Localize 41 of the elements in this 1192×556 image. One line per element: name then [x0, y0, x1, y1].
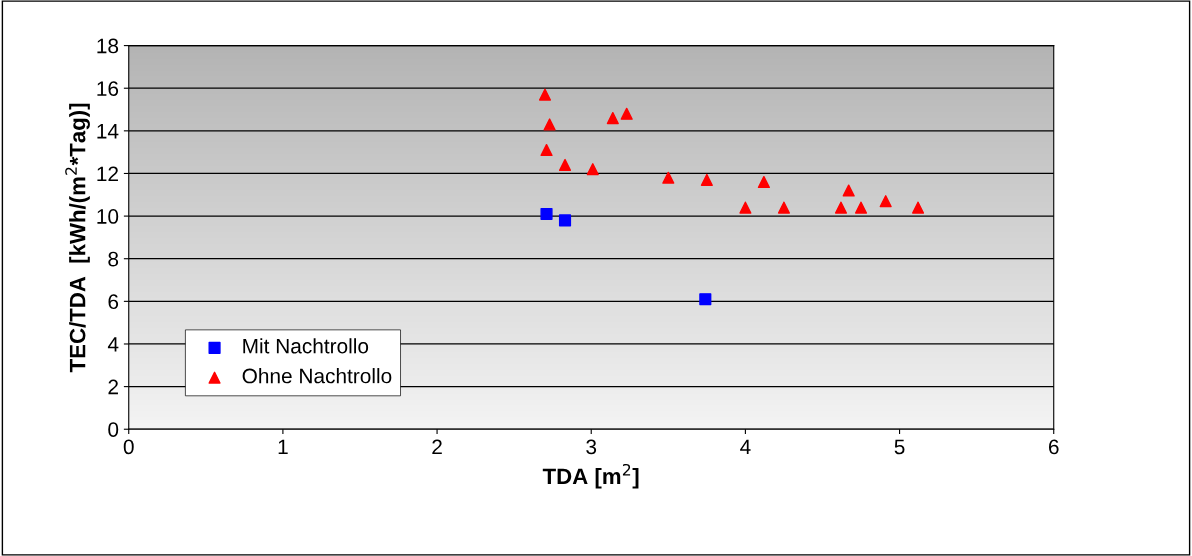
point [834, 201, 848, 214]
x-tick-label: 4 [740, 439, 751, 455]
point [911, 201, 925, 214]
x-tick-label: 0 [123, 439, 134, 455]
point [606, 111, 619, 125]
y-tick-label: 8 [108, 251, 119, 267]
y-axis-title: TEC/TDA [kWh/(m$^{2}$*Tag)] [65, 103, 90, 373]
point [662, 171, 675, 184]
y-tick-label: 2 [108, 379, 118, 395]
y-tick-label: 6 [108, 294, 119, 310]
legend-label: Ohne Nachtrollo [242, 368, 392, 384]
point [777, 201, 791, 214]
point [558, 214, 572, 227]
point [854, 201, 868, 214]
y-tick-label: 14 [97, 124, 119, 139]
point [699, 293, 712, 306]
point [540, 143, 553, 157]
point [700, 173, 713, 186]
y-tick-label: 4 [107, 337, 119, 352]
point [842, 184, 855, 197]
x-tick-label: 2 [432, 439, 442, 455]
x-tick-label: 3 [586, 439, 597, 455]
y-tick-label: 12 [97, 166, 118, 182]
y-tick-label: 16 [97, 81, 119, 96]
point [586, 163, 599, 176]
point [540, 207, 553, 221]
point [879, 195, 892, 208]
point [558, 158, 572, 172]
point [620, 107, 633, 120]
y-tick-label: 10 [97, 209, 119, 224]
x-axis-title: TDA [m$^{2}$] [542, 463, 639, 489]
y-tick-label: 0 [108, 422, 119, 437]
point [538, 88, 552, 101]
point [757, 175, 770, 189]
x-tick-label: 6 [1048, 439, 1059, 455]
x-tick-label: 1 [278, 439, 288, 455]
legend-label: Mit Nachtrollo [243, 338, 369, 354]
point [543, 118, 556, 131]
point [739, 201, 752, 214]
x-tick-label: 5 [894, 439, 905, 455]
y-tick-label: 18 [97, 38, 119, 54]
